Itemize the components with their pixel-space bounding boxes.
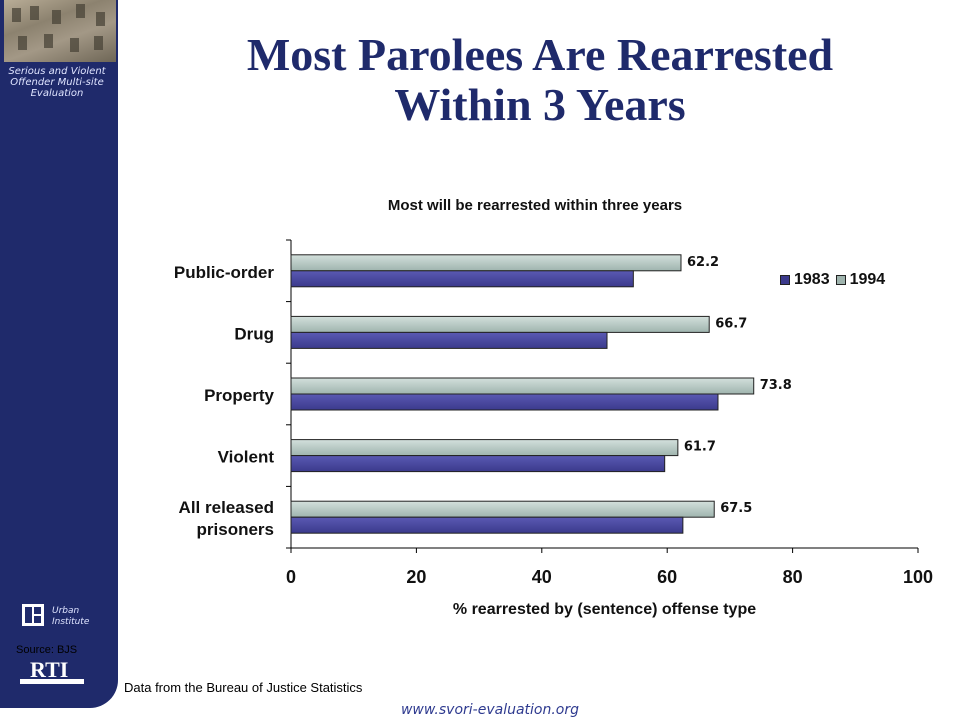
- legend-swatch-1983: [780, 275, 790, 285]
- sidebar: Serious and Violent Offender Multi-site …: [0, 0, 118, 708]
- data-label-1994-1: 66.7: [715, 316, 747, 331]
- urban-institute-text: Urban Institute: [52, 606, 90, 627]
- legend-item-1994: 1994: [835, 271, 886, 289]
- bar-1994-1: [290, 315, 710, 333]
- x-tick-label: 0: [286, 567, 296, 587]
- urban-institute-logo: [22, 604, 44, 626]
- x-tick-label: 60: [657, 567, 677, 587]
- legend-label-1994: 1994: [849, 271, 886, 288]
- source-label: Source: BJS: [16, 644, 78, 656]
- footer-url[interactable]: www.svori-evaluation.org: [400, 702, 580, 718]
- page-title: Most Parolees Are Rearrested Within 3 Ye…: [140, 30, 940, 130]
- category-label: All released: [179, 498, 274, 517]
- category-label: Property: [204, 386, 274, 405]
- chart-legend: 1983 1994: [780, 271, 885, 289]
- legend-label-1983: 1983: [794, 271, 830, 288]
- category-label: prisoners: [197, 520, 274, 539]
- data-label-1994-0: 62.2: [687, 255, 719, 270]
- x-axis-label: % rearrested by (sentence) offense type: [453, 601, 756, 618]
- legend-swatch-1994: [835, 275, 846, 285]
- category-label: Public-order: [174, 263, 275, 282]
- category-label: Violent: [218, 448, 275, 467]
- title-line-1: Most Parolees Are Rearrested: [246, 29, 834, 80]
- data-label-1994-4: 67.5: [720, 501, 752, 516]
- data-label-1994-2: 73.8: [760, 378, 792, 393]
- svg-text:RTI: RTI: [30, 657, 68, 682]
- bar-1994-2: [290, 377, 755, 395]
- x-tick-label: 20: [406, 567, 426, 587]
- x-tick-label: 100: [903, 567, 933, 587]
- x-tick-label: 40: [532, 567, 552, 587]
- source-note: Data from the Bureau of Justice Statisti…: [124, 680, 363, 695]
- sidebar-photo: [4, 0, 116, 62]
- data-label-1994-3: 61.7: [684, 440, 716, 455]
- bar-1994-0: [290, 254, 682, 272]
- sidebar-caption: Serious and Violent Offender Multi-site …: [8, 66, 106, 99]
- category-label: Drug: [234, 324, 274, 343]
- title-line-2: Within 3 Years: [394, 79, 686, 130]
- bar-1983-1: [290, 331, 608, 349]
- bar-1994-3: [290, 439, 679, 457]
- bar-1983-4: [290, 516, 684, 534]
- legend-item-1983: 1983: [780, 271, 830, 289]
- chart-title: Most will be rearrested within three yea…: [387, 197, 683, 214]
- bar-1983-3: [290, 455, 666, 473]
- rti-logo: RTI: [20, 657, 84, 684]
- bar-1994-4: [290, 500, 715, 518]
- bar-1983-0: [290, 270, 634, 288]
- bar-1983-2: [290, 393, 719, 411]
- x-tick-label: 80: [783, 567, 803, 587]
